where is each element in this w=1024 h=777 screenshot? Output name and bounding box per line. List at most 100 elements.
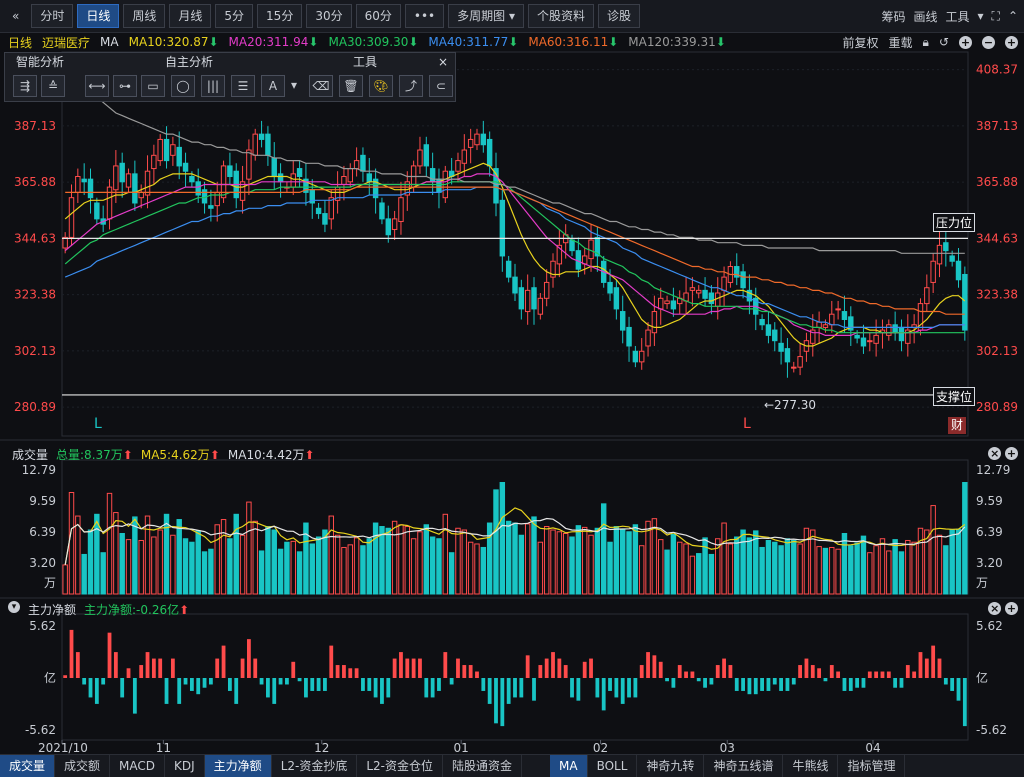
ray-line-icon[interactable]: ⊶ [113,75,137,97]
period-tab-6[interactable]: 30分 [306,4,352,28]
candle-body [385,218,392,236]
volume-title[interactable]: 成交量 [12,448,49,462]
flow-bar [373,678,378,698]
adjust-mode-button[interactable]: 前复权 [842,35,879,50]
sub-indicator-tab-7[interactable]: 陆股通资金 [443,755,523,777]
sub-indicator-tab-6[interactable]: L2-资金仓位 [357,755,443,777]
period-tab-1[interactable]: 日线 [77,4,120,28]
grid-lines-icon[interactable]: ||| [201,75,225,97]
period-tab-5[interactable]: 15分 [257,4,303,28]
period-tab-4[interactable]: 5分 [215,4,254,28]
period-tab-2[interactable]: 周线 [123,4,166,28]
sub-indicator-tab-2[interactable]: MACD [110,755,166,777]
main-indicator-tab-3[interactable]: 神奇五线谱 [704,755,784,777]
flow-bar [443,652,448,678]
lock-icon[interactable]: 🔒︎ [922,34,929,49]
period-tab-0[interactable]: 分时 [31,4,74,28]
more-dropdown-icon[interactable]: ▾ [290,78,298,92]
flow-bar [804,658,809,678]
flow-bar [437,678,441,691]
flow-bar [494,678,498,724]
flow-bar [855,678,860,688]
x-tick-label: 03 [720,741,735,755]
tools-button[interactable]: 工具 [945,9,970,24]
main-indicator-tab-0[interactable]: MA [550,755,588,777]
back-chevron-icon[interactable]: « [12,9,20,23]
rectangle-icon[interactable]: ▭ [141,75,165,97]
tools-dropdown-icon[interactable]: ▾ [977,9,984,23]
volume-close-icon[interactable]: × [988,447,1002,460]
collapse-up-icon[interactable]: ⌃ [1007,9,1018,23]
trend-analysis-icon[interactable]: ≙ [41,75,65,97]
candle-body [144,170,151,196]
chips-button[interactable]: 筹码 [881,9,906,24]
volume-bar [195,530,201,595]
volume-bar [569,536,575,595]
zoom-in-icon[interactable]: + [959,35,972,49]
flow-collapse-icon[interactable]: ▾ [8,601,20,613]
flow-add-icon[interactable]: + [1005,602,1018,615]
period-tab-7[interactable]: 60分 [355,4,401,28]
period-tab-9[interactable]: 多周期图 ▾ [448,4,524,28]
undo-icon[interactable]: ↺ [938,35,949,49]
period-tab-8[interactable]: ••• [404,4,445,28]
main-indicator-tab-5[interactable]: 指标管理 [838,755,906,777]
flow-bar [608,678,612,691]
price-tick-left: 365.88 [14,175,56,189]
line-style-icon[interactable]: ⤴ [399,75,423,97]
sub-indicator-tab-3[interactable]: KDJ [165,755,205,777]
magnet-icon[interactable]: ⊂ [429,75,453,97]
main-indicator-tab-1[interactable]: BOLL [588,755,638,777]
period-tab-3[interactable]: 月线 [169,4,212,28]
filter-icon[interactable]: ⇶ [13,75,37,97]
volume-bar [277,548,284,595]
candle-body [537,297,544,315]
flow-bar [715,665,720,678]
volume-bar [600,503,607,595]
volume-add-icon[interactable]: + [1005,447,1018,460]
flow-bar [411,658,416,678]
add-indicator-icon[interactable]: + [1005,35,1018,49]
draw-line-button[interactable]: 画线 [913,9,938,24]
flow-close-icon[interactable]: × [988,602,1002,615]
volume-bar [309,543,315,595]
sub-indicator-tab-4[interactable]: 主力净额 [204,755,272,777]
volume-bar [258,550,265,595]
volume-bar [75,515,81,595]
palette-icon[interactable]: 🎨︎ [369,75,393,97]
period-tab-10[interactable]: 个股资料 [527,4,594,28]
close-panel-icon[interactable]: × [437,55,449,69]
volume-ma10: MA10:4.42万⬆ [227,448,315,462]
eraser-icon[interactable]: ⌫ [309,75,333,97]
flow-bar [943,678,948,685]
reload-button[interactable]: 重载 [888,35,913,50]
sub-indicator-tab-5[interactable]: L2-资金抄底 [272,755,358,777]
sub-indicator-tab-1[interactable]: 成交额 [55,755,111,777]
candle-body [543,281,550,299]
circle-icon[interactable]: ◯ [171,75,195,97]
low-price-label: ←277.30 [764,398,817,412]
price-tick-right: 344.63 [976,231,1018,245]
main-indicator-tab-4[interactable]: 牛熊线 [783,755,839,777]
main-indicator-tab-2[interactable]: 神奇九转 [637,755,705,777]
flow-title[interactable]: 主力净额 [28,603,77,617]
trash-icon[interactable]: 🗑︎ [339,75,363,97]
text-lines-icon[interactable]: ☰ [231,75,255,97]
volume-bar [227,538,233,595]
finance-badge[interactable]: 财 [948,417,966,434]
volume-bar [797,543,803,595]
candle-body [841,311,848,320]
price-tick-left: 280.89 [14,400,56,414]
candle-body [524,289,531,313]
volume-bar [246,501,252,595]
period-label: 日线 [8,35,33,50]
volume-bar [518,534,525,595]
period-tab-11[interactable]: 诊股 [597,4,640,28]
ma-label[interactable]: MA [100,35,119,49]
zoom-out-icon[interactable]: − [982,35,995,49]
segment-line-icon[interactable]: ⟷ [85,75,109,97]
sub-indicator-tab-0[interactable]: 成交量 [0,755,56,777]
expand-icon[interactable]: ⛶ [991,8,1000,23]
text-icon[interactable]: A [261,75,285,97]
